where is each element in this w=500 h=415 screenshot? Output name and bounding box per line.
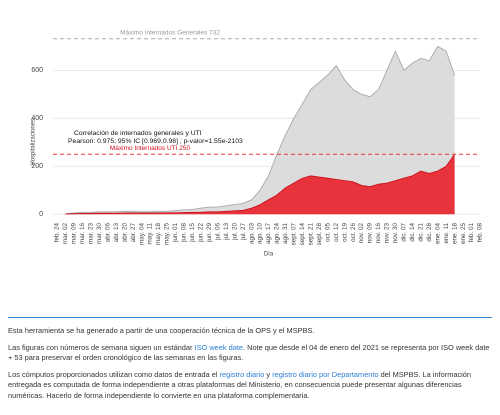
x-tick-label: mar. 02 bbox=[62, 223, 69, 244]
x-tick-label: dic. 14 bbox=[409, 223, 416, 242]
y-axis-label: Hospitalizaciones bbox=[31, 119, 37, 166]
x-tick-label: jun. 22 bbox=[197, 223, 204, 243]
x-tick-label: ene. 25 bbox=[460, 223, 467, 245]
x-tick-label: jul. 20 bbox=[231, 223, 238, 241]
x-tick-label: ago. 24 bbox=[274, 223, 281, 245]
annotation: Correlación de internados generales y UT… bbox=[74, 130, 202, 137]
x-tick-label: dic. 28 bbox=[426, 223, 433, 242]
area-fill bbox=[65, 154, 455, 215]
x-tick-label: mar. 16 bbox=[79, 223, 86, 244]
reference-label: Máximo Internados Generales 732 bbox=[120, 29, 220, 36]
text: del MSPBS. La información entregada es c… bbox=[8, 369, 472, 400]
x-tick-label: abr. 13 bbox=[113, 223, 120, 243]
x-tick-label: mar. 09 bbox=[71, 223, 78, 244]
x-tick-label: abr. 06 bbox=[104, 223, 111, 243]
x-tick-label: jul. 27 bbox=[240, 223, 247, 241]
x-tick-label: oct. 12 bbox=[333, 223, 340, 242]
x-tick-label: may. 25 bbox=[164, 223, 171, 245]
paragraph: Los cómputos proporcionados utilizan com… bbox=[8, 370, 492, 402]
y-tick-label: 200 bbox=[31, 163, 43, 170]
x-tick-label: oct. 26 bbox=[350, 223, 357, 242]
x-tick-label: jul. 13 bbox=[223, 223, 230, 241]
text: Los cómputos proporcionados utilizan com… bbox=[8, 369, 220, 379]
x-tick-label: abr. 27 bbox=[130, 223, 137, 243]
paragraph: Las figuras con números de semana siguen… bbox=[8, 343, 492, 364]
x-axis-label: Día bbox=[264, 252, 274, 258]
y-tick-label: 600 bbox=[31, 67, 43, 74]
text: Esta herramienta se ha generado a partir… bbox=[8, 326, 315, 335]
link[interactable]: registro diario por Departamento bbox=[272, 369, 379, 379]
x-tick-label: jul. 06 bbox=[214, 223, 221, 241]
reference-label: Máximo Internados UTI 250 bbox=[110, 145, 191, 152]
x-tick-label: sept. 14 bbox=[299, 223, 306, 246]
x-tick-label: may. 04 bbox=[138, 223, 145, 245]
x-tick-label: mar. 30 bbox=[96, 223, 103, 244]
footer: Esta herramienta se ha generado a partir… bbox=[8, 326, 492, 407]
x-tick-label: nov. 02 bbox=[358, 223, 365, 244]
x-tick-label: ene. 11 bbox=[443, 223, 450, 244]
link[interactable]: ISO week date bbox=[194, 342, 244, 352]
text: . Note que desde el 04 de enero del 2021… bbox=[8, 342, 490, 363]
x-tick-label: ago. 31 bbox=[282, 223, 289, 245]
x-tick-label: may. 11 bbox=[147, 223, 154, 245]
x-tick-label: feb. 24 bbox=[54, 223, 61, 243]
link[interactable]: registro diario bbox=[219, 369, 265, 379]
x-tick-label: nov. 16 bbox=[375, 223, 382, 244]
y-tick-label: 0 bbox=[39, 211, 43, 218]
x-tick-label: oct. 05 bbox=[324, 223, 331, 242]
divider bbox=[8, 317, 492, 318]
x-tick-label: jun. 01 bbox=[172, 223, 179, 243]
x-tick-label: mar. 23 bbox=[88, 223, 95, 244]
x-tick-label: oct. 19 bbox=[341, 223, 348, 242]
x-tick-label: ago. 17 bbox=[265, 223, 272, 245]
x-tick-label: dic. 07 bbox=[401, 223, 408, 242]
x-tick-label: nov. 30 bbox=[392, 223, 399, 244]
x-tick-label: sept. 07 bbox=[291, 223, 298, 246]
x-tick-label: ago. 10 bbox=[257, 223, 264, 245]
x-tick-label: feb. 08 bbox=[477, 223, 484, 243]
y-tick-label: 400 bbox=[31, 115, 43, 122]
text: y bbox=[264, 369, 273, 379]
x-tick-label: jun. 08 bbox=[181, 223, 188, 243]
x-tick-label: dic. 21 bbox=[417, 223, 424, 242]
x-tick-label: may. 18 bbox=[155, 223, 162, 245]
annotation: Pearson: 0.975; 95% IC [0.969,0.98] ; p-… bbox=[68, 138, 243, 145]
paragraph: Esta herramienta se ha generado a partir… bbox=[8, 326, 492, 337]
x-tick-label: jun. 29 bbox=[206, 223, 213, 243]
x-tick-label: ene. 18 bbox=[451, 223, 458, 245]
x-tick-label: sept. 28 bbox=[316, 223, 323, 246]
x-tick-label: nov. 23 bbox=[384, 223, 391, 244]
x-tick-label: abr. 20 bbox=[121, 223, 128, 243]
x-tick-label: jun. 15 bbox=[189, 223, 196, 243]
x-tick-label: ene. 04 bbox=[434, 223, 441, 245]
x-tick-label: sept. 21 bbox=[307, 223, 314, 246]
x-tick-label: ago. 03 bbox=[248, 223, 255, 245]
x-tick-label: nov. 09 bbox=[367, 223, 374, 244]
area-fill bbox=[65, 46, 455, 215]
area-line bbox=[65, 154, 455, 215]
text: Las figuras con números de semana siguen… bbox=[8, 342, 195, 352]
x-tick-label: feb. 01 bbox=[468, 223, 475, 243]
area-line bbox=[65, 45, 456, 215]
